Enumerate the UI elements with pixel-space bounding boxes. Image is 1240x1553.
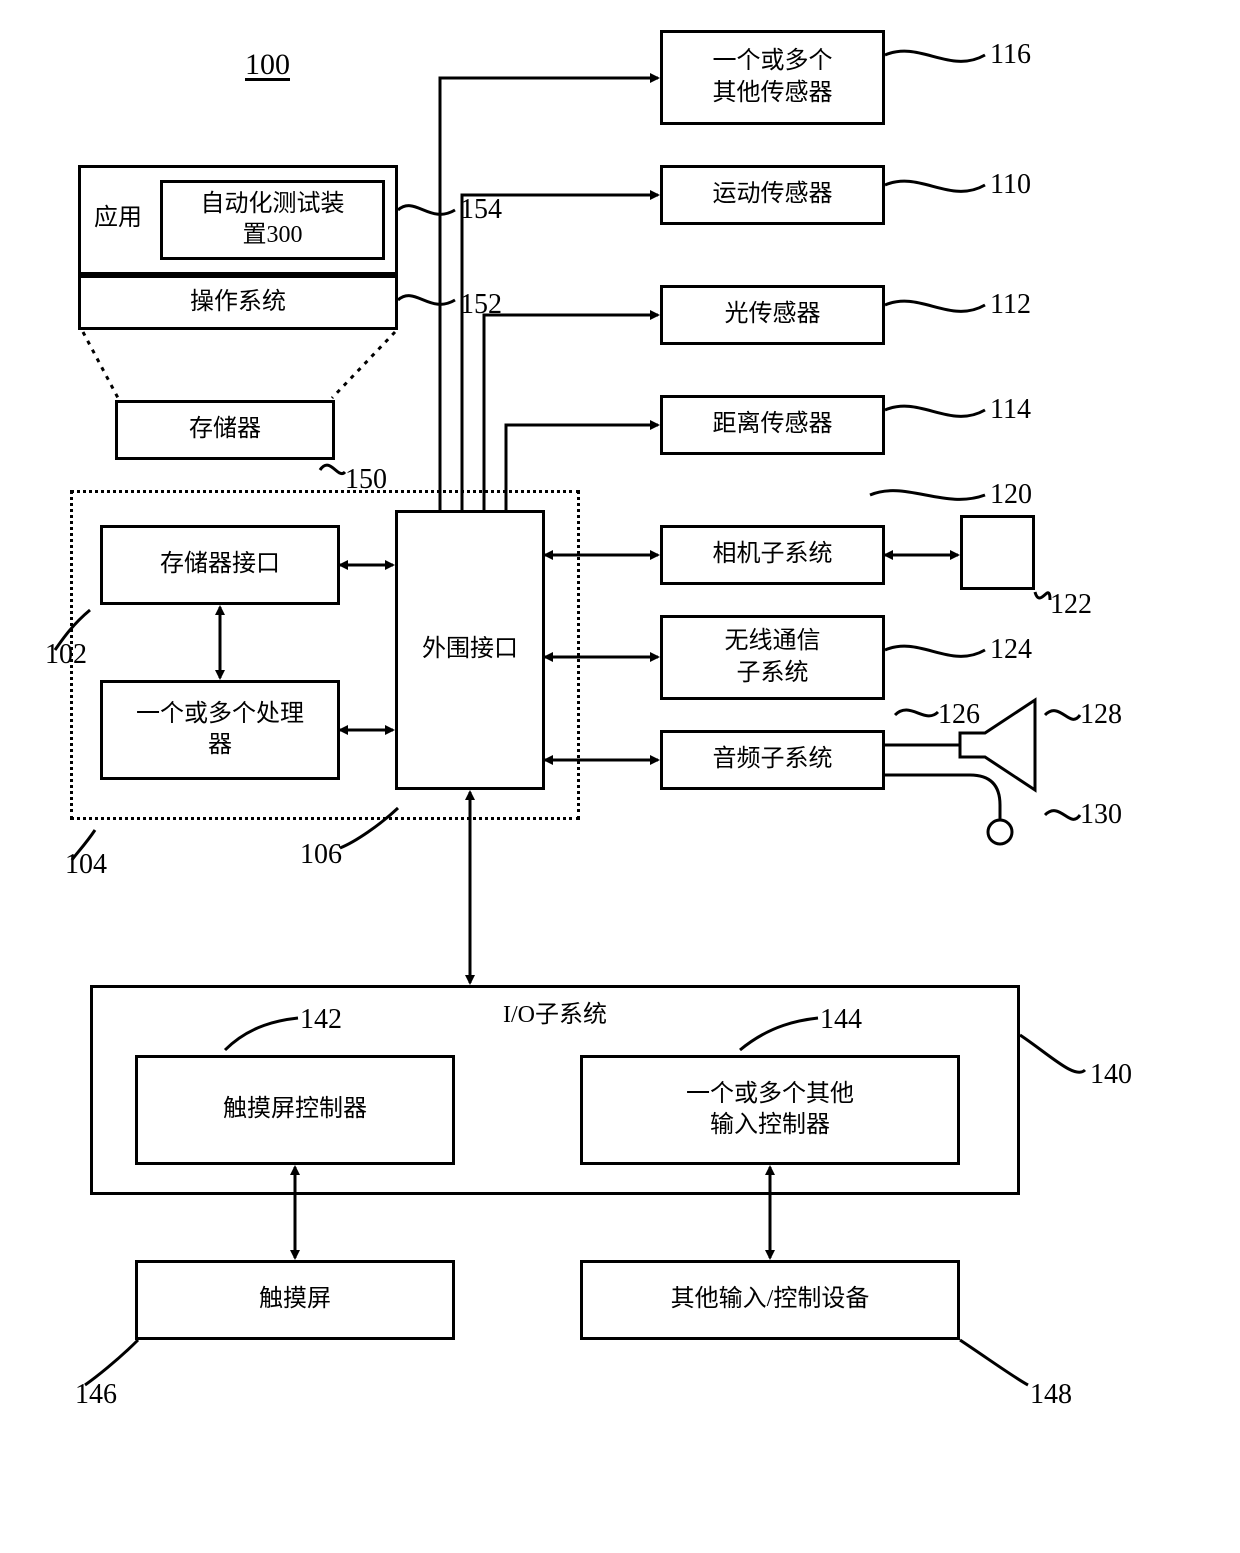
box-touchscreen: 触摸屏 — [135, 1260, 455, 1340]
ref-106: 106 — [300, 840, 342, 871]
box-memory-interface: 存储器接口 — [100, 525, 340, 605]
box-distance-sensor: 距离传感器 — [660, 395, 885, 455]
ref-126: 126 — [938, 700, 980, 731]
label-camera-subsystem: 相机子系统 — [713, 539, 833, 570]
ref-154: 154 — [460, 195, 502, 226]
box-other-sensors: 一个或多个 其他传感器 — [660, 30, 885, 125]
label-distance-sensor: 距离传感器 — [713, 409, 833, 440]
label-light-sensor: 光传感器 — [725, 299, 821, 330]
ref-148: 148 — [1030, 1380, 1072, 1411]
label-processors: 一个或多个处理 器 — [136, 699, 304, 761]
ref-104: 104 — [65, 850, 107, 881]
box-audio-subsystem: 音频子系统 — [660, 730, 885, 790]
box-processors: 一个或多个处理 器 — [100, 680, 340, 780]
ref-128: 128 — [1080, 700, 1122, 731]
label-audio-subsystem: 音频子系统 — [713, 744, 833, 775]
ref-122: 122 — [1050, 590, 1092, 621]
label-peripheral-interface: 外围接口 — [422, 634, 518, 665]
figure-ref-100: 100 — [245, 48, 290, 81]
box-wireless-subsystem: 无线通信 子系统 — [660, 615, 885, 700]
label-memory-interface: 存储器接口 — [160, 549, 280, 580]
label-other-sensors: 一个或多个 其他传感器 — [713, 46, 833, 108]
ref-152: 152 — [460, 290, 502, 321]
label-other-input-devices: 其他输入/控制设备 — [671, 1284, 870, 1315]
ref-146: 146 — [75, 1380, 117, 1411]
label-io-subsystem: I/O子系统 — [503, 1000, 607, 1031]
ref-120: 120 — [990, 480, 1032, 511]
ref-144: 144 — [820, 1005, 862, 1036]
label-touchscreen-controller: 触摸屏控制器 — [223, 1094, 367, 1125]
box-operating-system: 操作系统 — [78, 275, 398, 330]
ref-114: 114 — [990, 395, 1031, 426]
label-other-input-controller: 一个或多个其他 输入控制器 — [686, 1079, 854, 1141]
ref-142: 142 — [300, 1005, 342, 1036]
box-camera-external — [960, 515, 1035, 590]
box-peripheral-interface: 外围接口 — [395, 510, 545, 790]
box-memory: 存储器 — [115, 400, 335, 460]
box-other-input-devices: 其他输入/控制设备 — [580, 1260, 960, 1340]
ref-124: 124 — [990, 635, 1032, 666]
box-touchscreen-controller: 触摸屏控制器 — [135, 1055, 455, 1165]
ref-150: 150 — [345, 465, 387, 496]
label-application: 应用 — [94, 205, 142, 231]
ref-102: 102 — [45, 640, 87, 671]
label-touchscreen: 触摸屏 — [259, 1284, 331, 1315]
box-motion-sensor: 运动传感器 — [660, 165, 885, 225]
label-memory: 存储器 — [189, 414, 261, 445]
box-camera-subsystem: 相机子系统 — [660, 525, 885, 585]
ref-130: 130 — [1080, 800, 1122, 831]
diagram-canvas: 100 一个或多个 其他传感器 运动传感器 光传感器 距离传感器 相机子系统 无… — [0, 0, 1240, 1553]
box-light-sensor: 光传感器 — [660, 285, 885, 345]
ref-110: 110 — [990, 170, 1031, 201]
box-auto-test-device: 自动化测试装 置300 — [160, 180, 385, 260]
ref-112: 112 — [990, 290, 1031, 321]
label-motion-sensor: 运动传感器 — [713, 179, 833, 210]
ref-116: 116 — [990, 40, 1031, 71]
label-os: 操作系统 — [190, 287, 286, 318]
label-wireless-subsystem: 无线通信 子系统 — [725, 626, 821, 688]
ref-140: 140 — [1090, 1060, 1132, 1091]
box-other-input-controller: 一个或多个其他 输入控制器 — [580, 1055, 960, 1165]
label-auto-test: 自动化测试装 置300 — [201, 189, 345, 251]
